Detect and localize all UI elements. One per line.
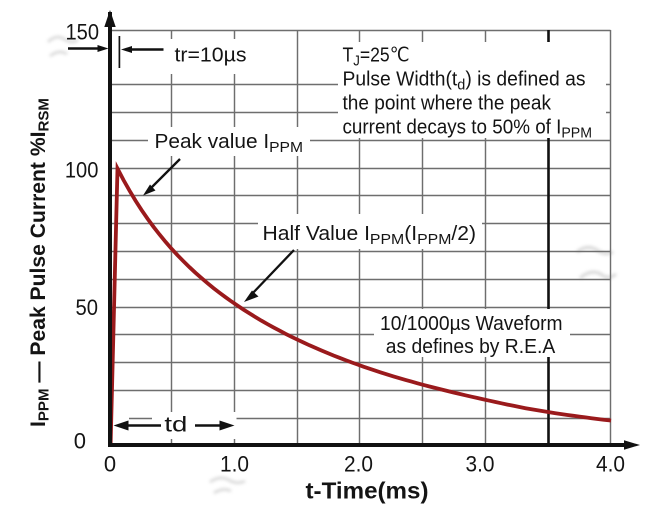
svg-text:1.0: 1.0: [220, 452, 249, 477]
svg-text:3.0: 3.0: [466, 452, 495, 477]
svg-text:10/1000µs Waveform: 10/1000µs Waveform: [380, 313, 563, 335]
svg-text:t-Time(ms): t-Time(ms): [306, 478, 429, 504]
svg-text:150: 150: [66, 20, 100, 45]
svg-text:4.0: 4.0: [596, 452, 625, 477]
svg-text:td: td: [164, 414, 187, 437]
svg-text:tr=10µs: tr=10µs: [175, 45, 247, 67]
svg-text:0: 0: [74, 429, 86, 454]
svg-text:Peak value IPPM: Peak value I PPM: [155, 131, 304, 156]
svg-text:current decays to 50% of IPPM: current decays to 50% of IPPM: [343, 117, 593, 142]
svg-text:0: 0: [104, 452, 116, 477]
svg-text:IPPM — Peak Pulse Current %IR: IPPM — Peak Pulse Current %IRSM: [27, 98, 53, 427]
svg-text:as defines by R.E.A: as defines by R.E.A: [386, 336, 556, 358]
svg-text:50: 50: [76, 295, 99, 320]
svg-text:2.0: 2.0: [344, 452, 373, 477]
svg-text:the point where the peak: the point where the peak: [343, 93, 552, 115]
svg-text:100: 100: [65, 158, 99, 183]
svg-text:TJ=25℃: TJ=25℃: [343, 45, 410, 70]
